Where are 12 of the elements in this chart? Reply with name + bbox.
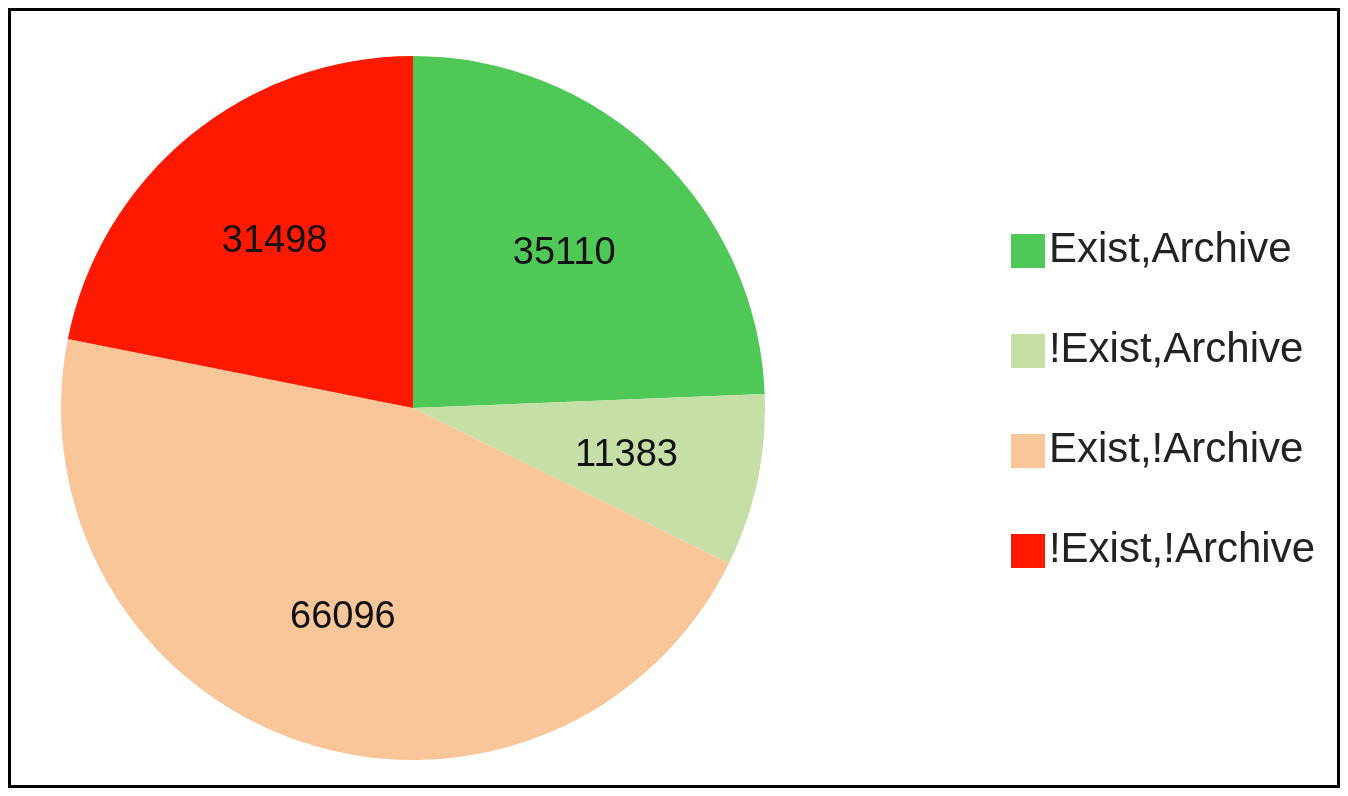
pie-slice	[61, 339, 729, 760]
legend-label: Exist,!Archive	[1048, 424, 1304, 471]
legend-label: !Exist,Archive	[1048, 324, 1304, 371]
pie-slice	[67, 56, 413, 408]
data-label: 66096	[290, 593, 396, 636]
legend-label: Exist,Archive	[1048, 224, 1292, 271]
legend-label: !Exist,!Archive	[1048, 524, 1315, 571]
pie-slice	[413, 56, 765, 408]
pie-slice	[413, 394, 765, 564]
data-label: 31498	[221, 218, 328, 261]
data-label: 35110	[512, 229, 616, 272]
data-label: 11383	[575, 432, 678, 475]
